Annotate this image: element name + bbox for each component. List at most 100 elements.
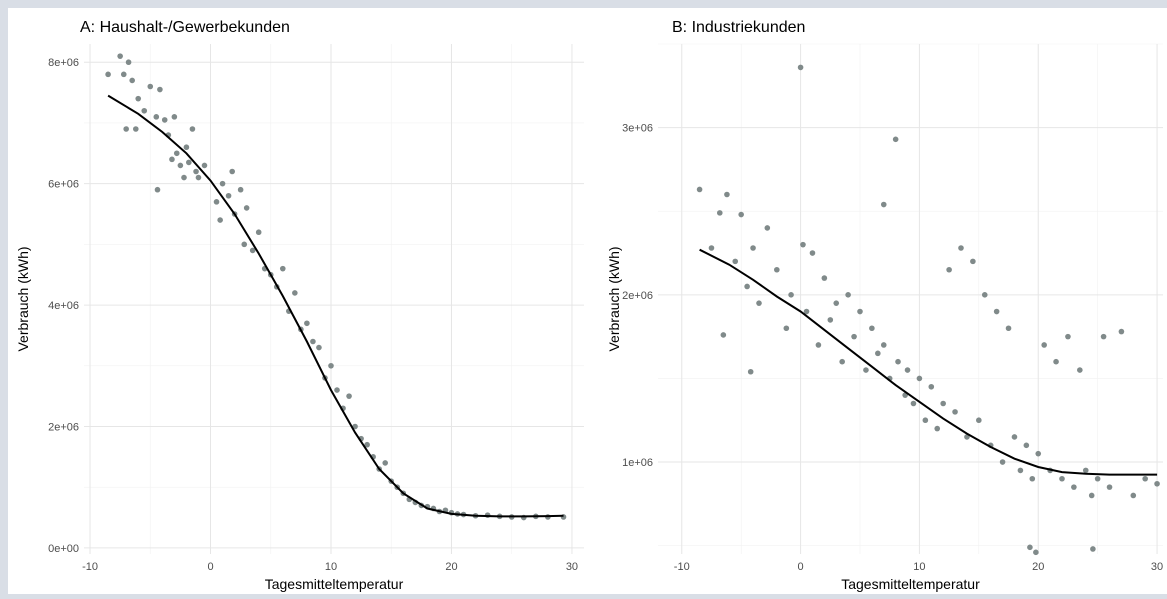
panel-b-data-point — [863, 367, 869, 373]
panel-a-y-tick-label: 6e+06 — [48, 179, 79, 191]
panel-a-data-point — [133, 126, 139, 132]
panel-b-data-point — [845, 292, 851, 298]
panel-a-data-point — [217, 217, 223, 223]
panel-b-data-point — [1023, 442, 1030, 449]
panel-b-data-point — [875, 350, 881, 357]
panel-b-data-point — [1059, 475, 1065, 482]
panel-b-y-axis-label: Verbrauch (kWh) — [606, 246, 622, 351]
panel-b-data-point — [1090, 546, 1096, 552]
panel-a-data-point — [243, 205, 250, 211]
panel-b-data-point — [738, 211, 744, 218]
panel-a-data-point — [292, 290, 298, 296]
panel-a-plot: -10 0 10 20 30 0e+00 2e+06 4e+06 6e+06 8e+06 Tages… — [15, 19, 584, 592]
panel-b-data-point — [827, 317, 834, 323]
panel-a-y-tick-label: 8e+06 — [48, 57, 79, 69]
panel-a-data-point — [186, 159, 192, 166]
panel-b-data-point — [940, 400, 946, 407]
panel-b-data-point — [720, 332, 727, 338]
panel-a-data-point — [147, 83, 154, 90]
panel-a-data-point — [201, 162, 208, 169]
panel-a-data-point — [157, 86, 163, 93]
panel-b-data-point — [880, 342, 887, 348]
panel-b-data-point — [916, 375, 923, 382]
panel-a-data-point — [135, 95, 142, 102]
panel-a-data-point — [352, 423, 358, 430]
panel-b-data-point — [993, 308, 1000, 315]
panel-b-data-point — [946, 266, 952, 273]
panel-b-data-point — [821, 275, 828, 281]
panel-b-data-point — [1011, 434, 1018, 440]
panel-a-data-point — [229, 168, 235, 175]
panel-b-data-point — [904, 367, 911, 373]
panel-a-data-point — [334, 387, 340, 393]
panel-a-data-point — [120, 71, 127, 78]
panel-b-data-point — [869, 325, 875, 332]
panel-b-data-point — [1118, 328, 1125, 335]
panel-a-data-point — [213, 199, 220, 205]
panel-b-y-tick-label: 1e+06 — [622, 457, 653, 469]
panel-a-data-point — [189, 126, 196, 132]
panel-a-data-point — [195, 174, 202, 181]
panel-b-data-point — [744, 283, 750, 290]
panel-b-data-point — [910, 400, 917, 407]
panel-a-x-tick-label: 0 — [207, 561, 213, 573]
panel-b-data-point — [880, 201, 887, 208]
panel-a-data-point — [225, 192, 232, 199]
panel-b-data-point — [1005, 325, 1012, 332]
panel-b-data-point — [934, 425, 941, 432]
panel-a-data-point — [177, 162, 184, 169]
panel-a-data-point — [161, 117, 168, 123]
panel-b-data-point — [922, 417, 929, 424]
panel-b-data-point — [764, 225, 771, 231]
panel-a-points — [105, 53, 567, 521]
panel-a-data-point — [183, 144, 190, 151]
panel-b-data-point — [783, 325, 790, 332]
panel-b-title: B: Industriekunden — [672, 19, 805, 36]
panel-b-data-point — [981, 292, 988, 298]
panel-b-data-point — [809, 250, 816, 256]
panel-b-points — [696, 64, 1160, 556]
panel-b-x-tick-label: 0 — [798, 561, 804, 573]
panel-a-x-axis-label: Tagesmitteltemperatur — [265, 576, 404, 592]
panel-a-data-point — [304, 320, 310, 327]
panel-a-title: A: Haushalt-/Gewerbekunden — [80, 19, 290, 36]
panel-a-data-point — [328, 362, 334, 369]
panel-b-data-point — [1041, 342, 1047, 348]
panel-b-data-point — [976, 417, 982, 424]
panel-b-x-tick-label: 10 — [913, 561, 925, 573]
panel-b-data-point — [1071, 484, 1077, 490]
panel-a-data-point — [129, 77, 135, 84]
panel-b-data-point — [756, 300, 762, 306]
panel-a-data-point — [169, 156, 175, 163]
panel-b-data-point — [1130, 492, 1137, 499]
panel-b-data-point — [788, 292, 794, 298]
panel-b-data-point — [1035, 450, 1042, 457]
panel-a-x-tick-label: 20 — [445, 561, 457, 573]
panel-a-data-point — [241, 241, 248, 248]
panel-b-data-point — [750, 245, 756, 251]
panel-b-data-point — [851, 333, 857, 340]
panel-a-data-point — [346, 393, 352, 399]
panel-b-data-point — [747, 368, 754, 375]
panel-b-data-point — [1082, 467, 1089, 474]
panel-b-data-point — [1029, 475, 1036, 482]
panel-b-data-point — [1094, 475, 1101, 482]
panel-b-data-point — [815, 342, 822, 348]
panel-b-data-point — [857, 308, 863, 315]
panel-b-data-point — [892, 136, 899, 143]
panel-b-data-point — [928, 383, 935, 390]
panel-a-fit-line — [107, 94, 564, 518]
panel-a-data-point — [141, 107, 148, 114]
panel-b-data-point — [724, 191, 730, 198]
panel-b-plot: -10 0 10 20 30 1e+06 2e+06 3e+06 Tagesmitteltemp… — [606, 19, 1163, 592]
panel-a-data-point — [316, 344, 322, 351]
panel-b-y-tick-label: 2e+06 — [622, 290, 653, 302]
panel-b-data-point — [732, 258, 739, 265]
panel-b-x-tick-label: 30 — [1151, 561, 1163, 573]
panel-a-data-point — [153, 114, 160, 120]
panel-a-data-point — [123, 126, 129, 132]
panel-b-data-point — [1088, 492, 1095, 499]
panel-b-data-point — [1033, 549, 1039, 556]
panel-b-data-point — [1077, 367, 1083, 373]
panel-b-data-point — [1053, 358, 1059, 365]
